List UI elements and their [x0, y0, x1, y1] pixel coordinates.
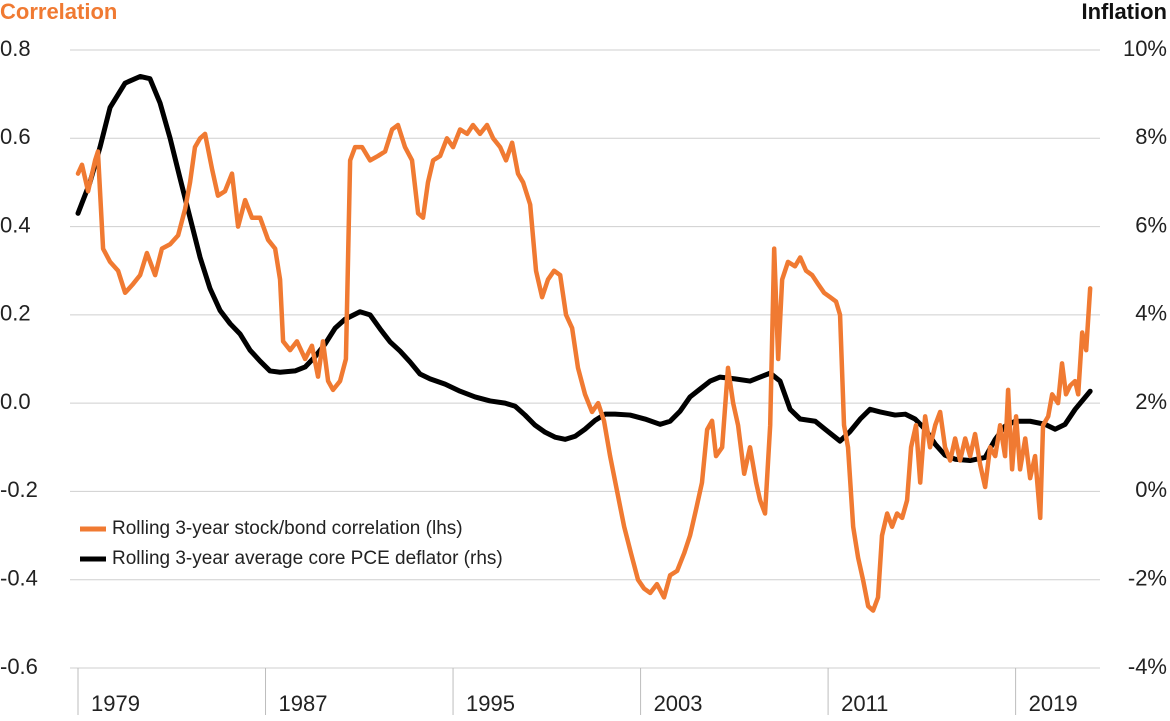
y-tick-label: 0.6 — [0, 124, 31, 149]
x-tick-label: 2011 — [841, 691, 888, 716]
series-line — [75, 73, 1093, 464]
y-tick-label: -0.2 — [0, 477, 38, 502]
y2-tick-label: 2% — [1135, 389, 1167, 414]
y-axis-title: Correlation — [0, 0, 117, 24]
y2-tick-label: 8% — [1135, 124, 1167, 149]
y2-axis-title: Inflation — [1081, 0, 1167, 24]
y-tick-label: 0.8 — [0, 36, 31, 61]
x-tick-label: 1979 — [91, 691, 140, 716]
y2-tick-label: 6% — [1135, 212, 1167, 237]
x-tick-label: 1987 — [279, 691, 328, 716]
legend-label: Rolling 3-year stock/bond correlation (l… — [112, 518, 463, 539]
x-tick-label: 2003 — [654, 691, 703, 716]
y-tick-label: 0.0 — [0, 389, 31, 414]
y2-tick-label: 0% — [1135, 477, 1167, 502]
y2-tick-label: -4% — [1128, 654, 1167, 679]
x-tick-label: 2019 — [1029, 691, 1078, 716]
y2-tick-label: 4% — [1135, 301, 1167, 326]
x-tick-label: 1995 — [466, 691, 515, 716]
y-tick-label: -0.6 — [0, 654, 38, 679]
legend-label: Rolling 3-year average core PCE deflator… — [112, 548, 503, 569]
series-line — [75, 122, 1093, 613]
y2-tick-label: 10% — [1123, 36, 1167, 61]
y-tick-label: 0.2 — [0, 301, 31, 326]
y-tick-label: -0.4 — [0, 566, 38, 591]
y2-tick-label: -2% — [1128, 566, 1167, 591]
y-tick-label: 0.4 — [0, 212, 31, 237]
